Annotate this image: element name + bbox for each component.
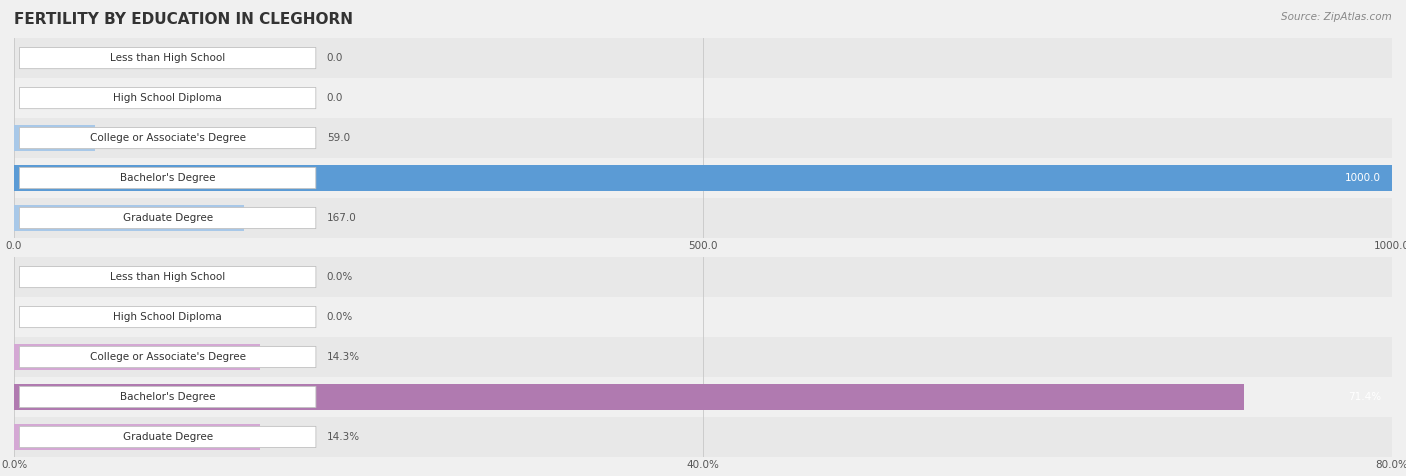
Bar <box>0 417 1406 457</box>
Text: High School Diploma: High School Diploma <box>114 93 222 103</box>
FancyBboxPatch shape <box>20 387 316 407</box>
Text: 0.0%: 0.0% <box>326 312 353 322</box>
Text: Less than High School: Less than High School <box>110 272 225 282</box>
Text: 14.3%: 14.3% <box>326 352 360 362</box>
FancyBboxPatch shape <box>20 88 316 109</box>
FancyBboxPatch shape <box>20 208 316 228</box>
Bar <box>0 38 1406 78</box>
Bar <box>0 158 1406 198</box>
Text: College or Associate's Degree: College or Associate's Degree <box>90 352 246 362</box>
Bar <box>14 384 1244 410</box>
Text: Graduate Degree: Graduate Degree <box>122 432 212 442</box>
Bar <box>14 205 245 231</box>
FancyBboxPatch shape <box>20 48 316 69</box>
Bar <box>0 297 1406 337</box>
Text: 0.0: 0.0 <box>326 93 343 103</box>
Bar <box>14 165 1392 191</box>
Bar <box>0 118 1406 158</box>
Bar <box>0 78 1406 118</box>
Text: 14.3%: 14.3% <box>326 432 360 442</box>
Bar <box>0 257 1406 297</box>
Text: Bachelor's Degree: Bachelor's Degree <box>120 173 215 183</box>
Bar <box>0 198 1406 238</box>
Text: Less than High School: Less than High School <box>110 53 225 63</box>
FancyBboxPatch shape <box>20 128 316 149</box>
Text: FERTILITY BY EDUCATION IN CLEGHORN: FERTILITY BY EDUCATION IN CLEGHORN <box>14 12 353 27</box>
Bar <box>0 377 1406 417</box>
Bar <box>0 337 1406 377</box>
Text: 59.0: 59.0 <box>326 133 350 143</box>
Text: 0.0%: 0.0% <box>326 272 353 282</box>
FancyBboxPatch shape <box>20 307 316 327</box>
Text: Graduate Degree: Graduate Degree <box>122 213 212 223</box>
Text: High School Diploma: High School Diploma <box>114 312 222 322</box>
FancyBboxPatch shape <box>20 347 316 367</box>
FancyBboxPatch shape <box>20 168 316 188</box>
Bar <box>14 125 96 151</box>
Text: 0.0: 0.0 <box>326 53 343 63</box>
Text: Source: ZipAtlas.com: Source: ZipAtlas.com <box>1281 12 1392 22</box>
FancyBboxPatch shape <box>20 267 316 288</box>
Bar <box>14 344 260 370</box>
Bar <box>14 424 260 450</box>
Text: 167.0: 167.0 <box>326 213 357 223</box>
Text: 71.4%: 71.4% <box>1348 392 1381 402</box>
Text: 1000.0: 1000.0 <box>1346 173 1381 183</box>
Text: College or Associate's Degree: College or Associate's Degree <box>90 133 246 143</box>
Text: Bachelor's Degree: Bachelor's Degree <box>120 392 215 402</box>
FancyBboxPatch shape <box>20 426 316 447</box>
